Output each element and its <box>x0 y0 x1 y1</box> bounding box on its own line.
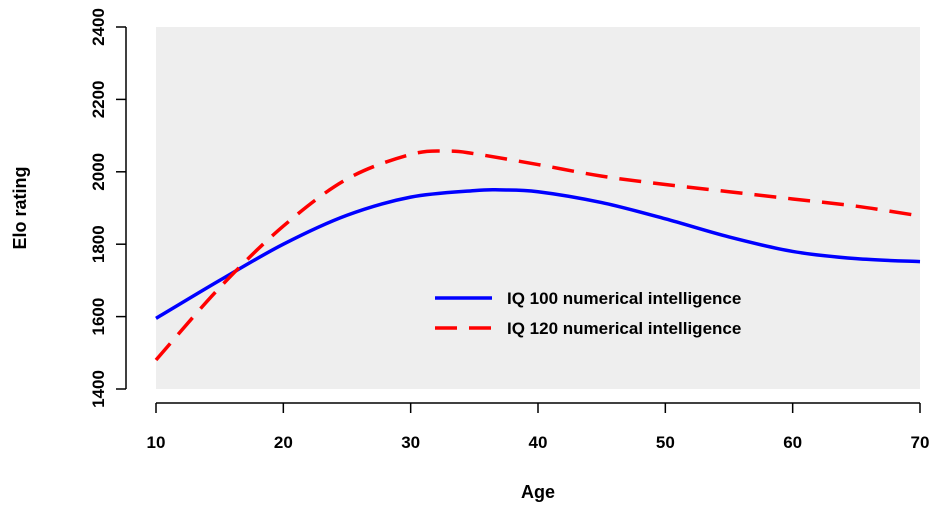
plot-background <box>156 27 920 389</box>
legend-label-1: IQ 100 numerical intelligence <box>507 289 741 308</box>
series-line-2 <box>154 149 921 362</box>
x-tick-label: 30 <box>401 433 420 452</box>
y-tick-label: 1600 <box>89 298 108 336</box>
legend-label-2: IQ 120 numerical intelligence <box>507 319 741 338</box>
y-axis-title: Elo rating <box>10 166 30 249</box>
x-tick-label: 50 <box>656 433 675 452</box>
x-axis-title: Age <box>521 482 555 502</box>
y-tick-label: 1800 <box>89 225 108 263</box>
x-tick-label: 10 <box>147 433 166 452</box>
axes-layer: 10 20 30 40 50 60 70 1400 1600 1800 2000 2200 2400 <box>89 8 929 452</box>
y-tick-label: 2200 <box>89 80 108 118</box>
y-tick-label: 2000 <box>89 153 108 191</box>
x-tick-label: 20 <box>274 433 293 452</box>
y-tick-label: 2400 <box>89 8 108 46</box>
series-layer <box>154 149 921 362</box>
x-tick-label: 40 <box>529 433 548 452</box>
legend: IQ 100 numerical intelligence IQ 120 nume… <box>435 289 741 338</box>
x-tick-label: 70 <box>911 433 930 452</box>
series-line-1 <box>155 187 921 320</box>
x-tick-label: 60 <box>783 433 802 452</box>
y-tick-label: 1400 <box>89 370 108 408</box>
